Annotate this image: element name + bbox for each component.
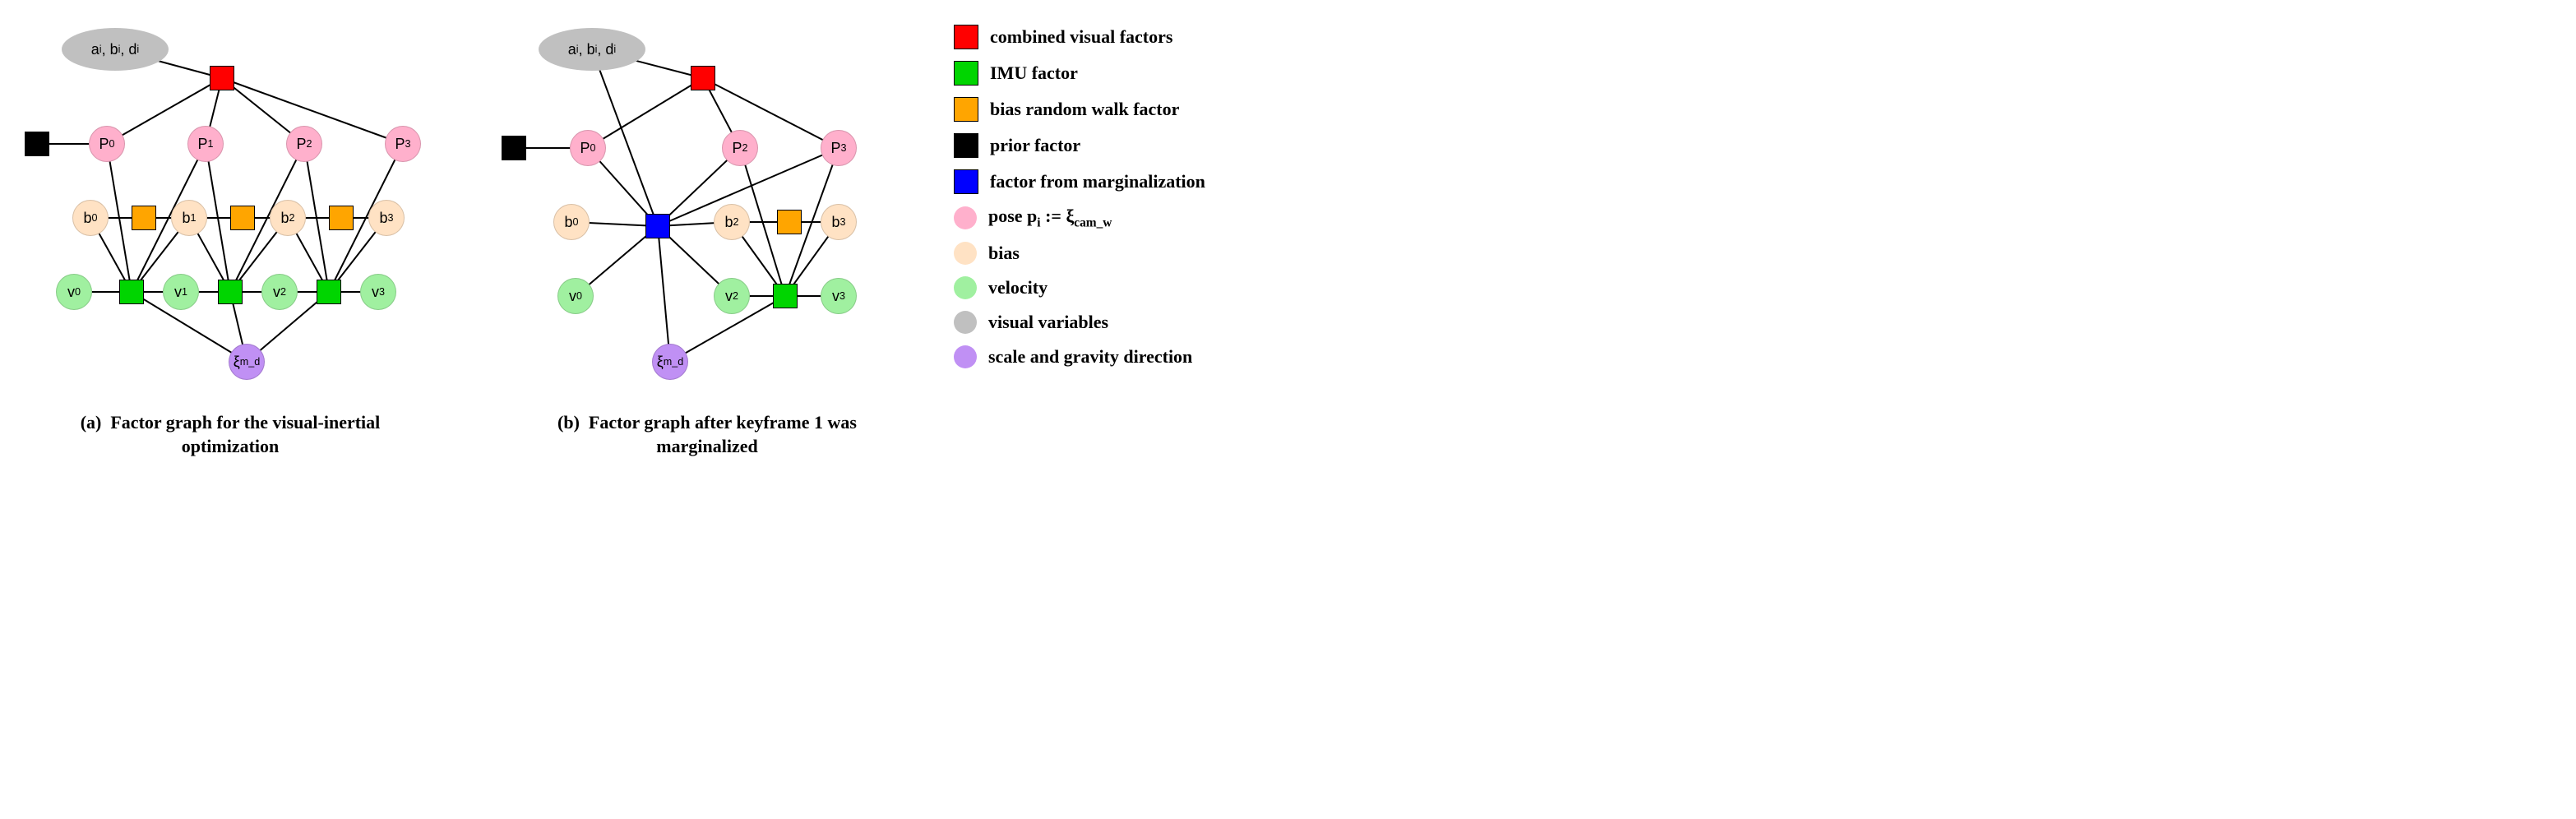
legend: combined visual factors IMU factor bias ra… [954, 16, 1205, 368]
node-v0: v0 [557, 278, 594, 314]
node-mf [645, 214, 670, 238]
node-v0: v0 [56, 274, 92, 310]
caption-b-text: Factor graph after keyframe 1 was margin… [589, 412, 857, 456]
node-if23 [773, 284, 798, 308]
legend-swatch-6 [954, 242, 977, 265]
node-b0: b0 [72, 200, 109, 236]
node-bf12 [230, 206, 255, 230]
factor-graph-b: ai, bi, di P0 P2 P3 b0 b2 b3 v0 v2 v3 ξm_d [493, 16, 921, 395]
node-p2: P2 [722, 130, 758, 166]
node-if12 [218, 280, 243, 304]
node-xi: ξm_d [652, 344, 688, 380]
legend-label-8: visual variables [988, 312, 1108, 333]
node-p0: P0 [89, 126, 125, 162]
node-p2: P2 [286, 126, 322, 162]
node-if01 [119, 280, 144, 304]
panels-container: ai, bi, di P0 P1 P2 P3 b0 b1 b2 b3 v0 v1 v2 v3 ξm_d (… [16, 16, 921, 458]
caption-b-prefix: (b) [557, 412, 580, 433]
legend-swatch-4 [954, 169, 978, 194]
legend-swatch-7 [954, 276, 977, 299]
legend-label-4: factor from marginalization [990, 171, 1205, 192]
legend-row-4: factor from marginalization [954, 169, 1205, 194]
node-b2: b2 [714, 204, 750, 240]
legend-row-5: pose pi := ξcam_w [954, 206, 1205, 230]
legend-row-7: velocity [954, 276, 1205, 299]
legend-swatch-5 [954, 206, 977, 229]
panel-b: ai, bi, di P0 P2 P3 b0 b2 b3 v0 v2 v3 ξm_d (b) Fac… [493, 16, 921, 458]
legend-label-1: IMU factor [990, 62, 1078, 84]
node-vv: ai, bi, di [539, 28, 645, 71]
legend-label-7: velocity [988, 277, 1048, 298]
caption-b: (b) Factor graph after keyframe 1 was ma… [510, 411, 904, 458]
figure: ai, bi, di P0 P1 P2 P3 b0 b1 b2 b3 v0 v1 v2 v3 ξm_d (… [16, 16, 2560, 458]
legend-label-2: bias random walk factor [990, 99, 1179, 120]
legend-swatch-9 [954, 345, 977, 368]
node-b0: b0 [553, 204, 590, 240]
legend-row-8: visual variables [954, 311, 1205, 334]
node-p0: P0 [570, 130, 606, 166]
node-prior [502, 136, 526, 160]
panel-a: ai, bi, di P0 P1 P2 P3 b0 b1 b2 b3 v0 v1 v2 v3 ξm_d (… [16, 16, 444, 458]
node-b3: b3 [821, 204, 857, 240]
legend-row-9: scale and gravity direction [954, 345, 1205, 368]
node-v2: v2 [261, 274, 298, 310]
node-bf23 [777, 210, 802, 234]
legend-label-5: pose pi := ξcam_w [988, 206, 1112, 230]
legend-row-0: combined visual factors [954, 25, 1205, 49]
caption-a: (a) Factor graph for the visual-inertial… [33, 411, 428, 458]
node-if23 [317, 280, 341, 304]
caption-a-text: Factor graph for the visual-inertial opt… [110, 412, 380, 456]
node-bf23 [329, 206, 354, 230]
legend-row-1: IMU factor [954, 61, 1205, 86]
node-b1: b1 [171, 200, 207, 236]
legend-label-0: combined visual factors [990, 26, 1172, 48]
node-b2: b2 [270, 200, 306, 236]
legend-row-3: prior factor [954, 133, 1205, 158]
legend-label-6: bias [988, 243, 1020, 264]
legend-row-6: bias [954, 242, 1205, 265]
legend-row-2: bias random walk factor [954, 97, 1205, 122]
caption-a-prefix: (a) [81, 412, 102, 433]
legend-swatch-3 [954, 133, 978, 158]
factor-graph-a: ai, bi, di P0 P1 P2 P3 b0 b1 b2 b3 v0 v1 v2 v3 ξm_d [16, 16, 444, 395]
node-v2: v2 [714, 278, 750, 314]
node-vf [691, 66, 715, 90]
legend-label-3: prior factor [990, 135, 1080, 156]
node-p3: P3 [821, 130, 857, 166]
node-v1: v1 [163, 274, 199, 310]
legend-swatch-2 [954, 97, 978, 122]
node-p3: P3 [385, 126, 421, 162]
node-xi: ξm_d [229, 344, 265, 380]
node-v3: v3 [821, 278, 857, 314]
node-vf [210, 66, 234, 90]
legend-swatch-8 [954, 311, 977, 334]
node-bf01 [132, 206, 156, 230]
legend-swatch-1 [954, 61, 978, 86]
node-b3: b3 [368, 200, 405, 236]
legend-label-9: scale and gravity direction [988, 346, 1192, 368]
node-p1: P1 [187, 126, 224, 162]
node-vv: ai, bi, di [62, 28, 169, 71]
legend-swatch-0 [954, 25, 978, 49]
node-v3: v3 [360, 274, 396, 310]
node-prior [25, 132, 49, 156]
